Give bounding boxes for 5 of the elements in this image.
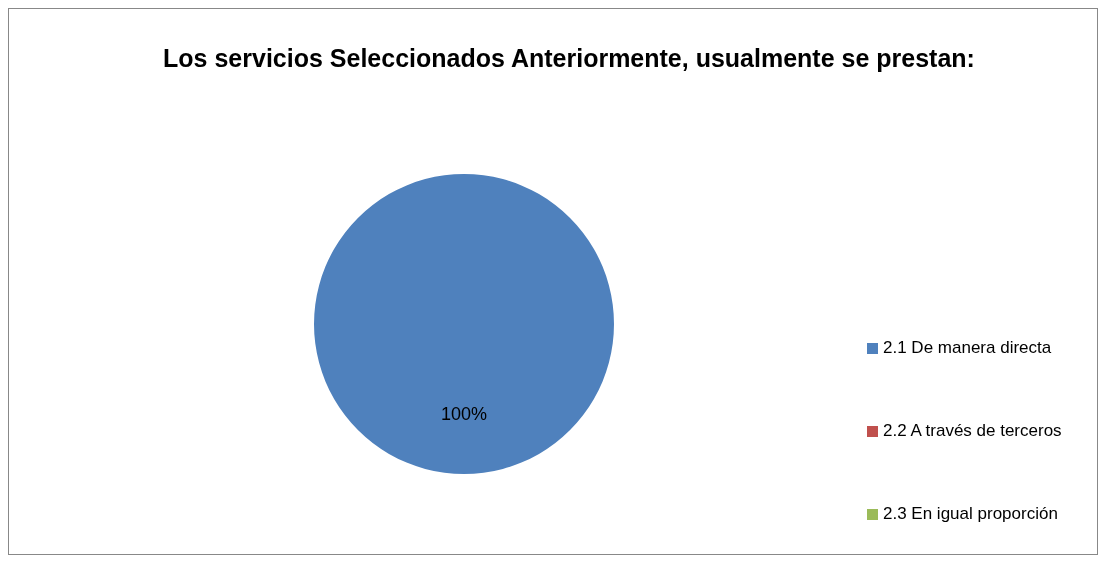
chart-title: Los servicios Seleccionados Anteriormente, usualmente se prestan: xyxy=(162,43,976,74)
legend-label: 2.1 De manera directa xyxy=(883,338,1052,358)
data-label: 100% xyxy=(440,404,488,424)
legend-label: 2.3 En igual proporción xyxy=(883,504,1058,524)
legend-label: 2.2 A través de terceros xyxy=(883,421,1062,441)
